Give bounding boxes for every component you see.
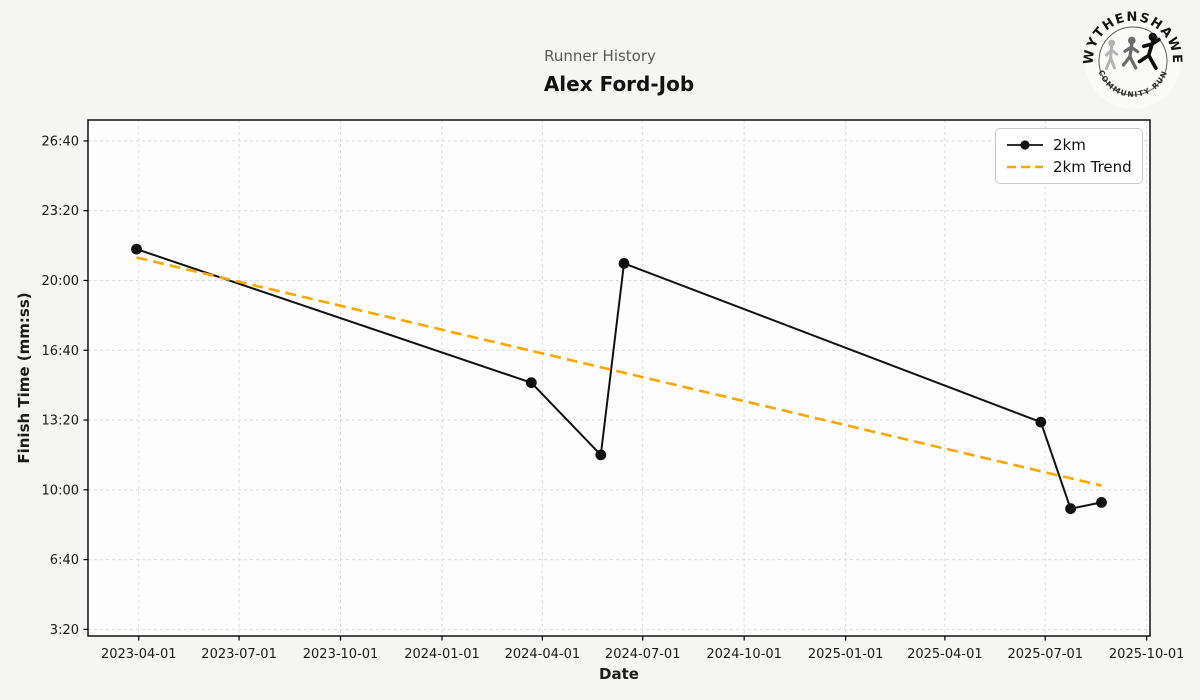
legend-swatch-2km-line [1007,140,1043,150]
data-point-marker [595,449,607,461]
x-tick-label: 2023-10-01 [303,647,379,662]
data-point-marker [525,377,537,389]
series-line-2km-trend [136,256,1102,487]
y-tick-label: 10:00 [42,483,79,498]
plot-background [88,120,1150,636]
data-point-marker [131,243,142,255]
data-point-marker [1035,416,1047,428]
y-tick-label: 3:20 [50,623,79,638]
x-tick-label: 2024-10-01 [706,647,782,662]
legend-label-2km-trend: 2km Trend [1053,158,1132,176]
x-tick-label: 2025-01-01 [808,647,884,662]
chart-subtitle: Runner History [544,47,656,65]
legend: 2km 2km Trend [995,128,1143,184]
y-tick-label: 20:00 [42,274,79,289]
runner-name-title: Alex Ford-Job [543,72,695,96]
y-tick-label: 13:20 [42,414,79,429]
x-tick-label: 2025-04-01 [907,647,983,662]
data-point-marker [1065,503,1076,515]
legend-swatch-trend-line [1007,165,1043,169]
x-axis-label: Date [599,665,639,683]
y-tick-label: 6:40 [50,553,79,568]
legend-label-2km: 2km [1053,136,1086,154]
logo-ring [1098,26,1168,96]
x-tick-label: 2024-01-01 [404,647,480,662]
data-point-marker [618,258,630,269]
x-tick-label: 2023-07-01 [201,647,277,662]
y-axis-label: Finish Time (mm:ss) [15,292,33,464]
x-tick-label: 2023-04-01 [101,647,177,662]
data-point-marker [1096,497,1107,508]
y-tick-label: 23:20 [42,204,79,219]
legend-item-2km: 2km [1006,136,1132,154]
x-tick-label: 2025-10-01 [1109,647,1185,662]
legend-item-2km-trend: 2km Trend [1006,158,1132,176]
wythenshawe-community-run-logo: WYTHENSHAWE COMMUNITY RUN [1083,11,1183,109]
y-tick-label: 26:40 [42,134,79,149]
x-tick-label: 2024-07-01 [605,647,681,662]
x-tick-label: 2024-04-01 [505,647,581,662]
x-tick-label: 2025-07-01 [1007,647,1083,662]
runner-figures-icon [1104,32,1161,70]
plot-frame [87,119,1151,637]
y-tick-label: 16:40 [42,344,79,359]
